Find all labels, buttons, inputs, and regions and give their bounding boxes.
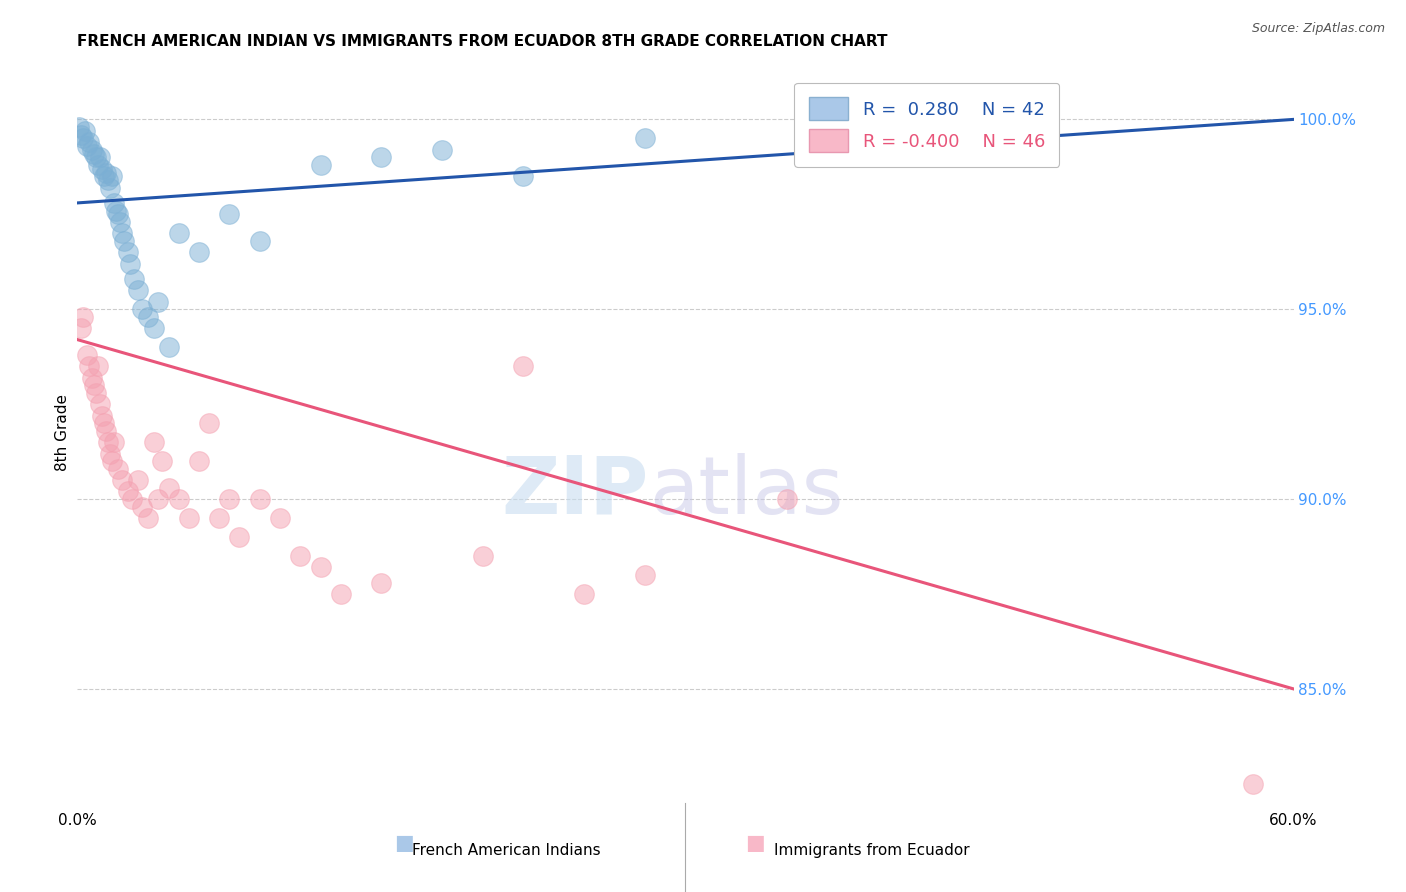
Point <box>131 302 153 317</box>
Point <box>111 473 134 487</box>
Point <box>97 435 120 450</box>
Point <box>112 234 135 248</box>
Point <box>84 385 107 400</box>
Point <box>83 378 105 392</box>
Point <box>198 416 221 430</box>
Point <box>79 135 101 149</box>
Point <box>108 215 131 229</box>
Point <box>309 560 332 574</box>
Point <box>370 150 392 164</box>
Point <box>80 143 103 157</box>
Point <box>72 310 94 324</box>
Text: ZIP: ZIP <box>502 453 650 531</box>
Point <box>94 424 117 438</box>
Point <box>101 454 124 468</box>
Point <box>309 158 332 172</box>
Point <box>86 359 108 374</box>
Point <box>228 530 250 544</box>
Point <box>127 283 149 297</box>
Point <box>148 294 170 309</box>
Point <box>97 173 120 187</box>
Point <box>979 112 1001 127</box>
Point <box>512 359 534 374</box>
Point <box>103 435 125 450</box>
Text: Immigrants from Ecuador: Immigrants from Ecuador <box>773 843 970 858</box>
Point <box>117 484 139 499</box>
Point <box>94 165 117 179</box>
Point <box>90 409 112 423</box>
Y-axis label: 8th Grade: 8th Grade <box>55 394 70 471</box>
Point <box>67 120 90 134</box>
Point <box>290 549 312 563</box>
Text: atlas: atlas <box>650 453 844 531</box>
Point <box>776 491 799 506</box>
Point <box>471 549 494 563</box>
Point <box>512 169 534 184</box>
Point <box>76 139 98 153</box>
Point <box>75 124 97 138</box>
Text: FRENCH AMERICAN INDIAN VS IMMIGRANTS FROM ECUADOR 8TH GRADE CORRELATION CHART: FRENCH AMERICAN INDIAN VS IMMIGRANTS FRO… <box>77 34 887 49</box>
Point <box>177 511 200 525</box>
Point <box>79 359 101 374</box>
Text: ■: ■ <box>745 833 765 853</box>
Point <box>83 146 105 161</box>
Point <box>152 454 174 468</box>
Point <box>249 491 271 506</box>
Point <box>143 321 166 335</box>
Legend: R =  0.280    N = 42, R = -0.400    N = 46: R = 0.280 N = 42, R = -0.400 N = 46 <box>794 83 1060 167</box>
Point <box>103 195 125 210</box>
Point <box>111 227 134 241</box>
Point <box>107 207 129 221</box>
Point <box>131 500 153 514</box>
Point <box>117 245 139 260</box>
Point <box>370 575 392 590</box>
Point <box>104 203 127 218</box>
Point <box>208 511 231 525</box>
Point <box>249 234 271 248</box>
Point <box>218 491 240 506</box>
Point <box>76 348 98 362</box>
Point <box>122 272 145 286</box>
Text: Source: ZipAtlas.com: Source: ZipAtlas.com <box>1251 22 1385 36</box>
Point <box>1241 777 1264 791</box>
Point <box>188 454 211 468</box>
Point <box>121 491 143 506</box>
Point <box>218 207 240 221</box>
Point <box>86 158 108 172</box>
Point <box>572 587 595 601</box>
Text: ■: ■ <box>394 833 413 853</box>
Point <box>98 446 121 460</box>
Text: French American Indians: French American Indians <box>412 843 600 858</box>
Point <box>634 131 657 145</box>
Point <box>101 169 124 184</box>
Point <box>167 227 190 241</box>
Point <box>70 128 93 142</box>
Point <box>89 397 111 411</box>
Point <box>167 491 190 506</box>
Point <box>89 150 111 164</box>
Point <box>329 587 352 601</box>
Point <box>90 161 112 176</box>
Point <box>136 511 159 525</box>
Point <box>157 340 180 354</box>
Point <box>98 180 121 194</box>
Point <box>72 131 94 145</box>
Point <box>136 310 159 324</box>
Point <box>430 143 453 157</box>
Point <box>188 245 211 260</box>
Point <box>143 435 166 450</box>
Point <box>269 511 291 525</box>
Point <box>84 150 107 164</box>
Point <box>80 370 103 384</box>
Point <box>93 169 115 184</box>
Point <box>118 257 141 271</box>
Point <box>127 473 149 487</box>
Point <box>157 481 180 495</box>
Point <box>107 461 129 475</box>
Point <box>70 321 93 335</box>
Point <box>148 491 170 506</box>
Point <box>634 568 657 582</box>
Point <box>93 416 115 430</box>
